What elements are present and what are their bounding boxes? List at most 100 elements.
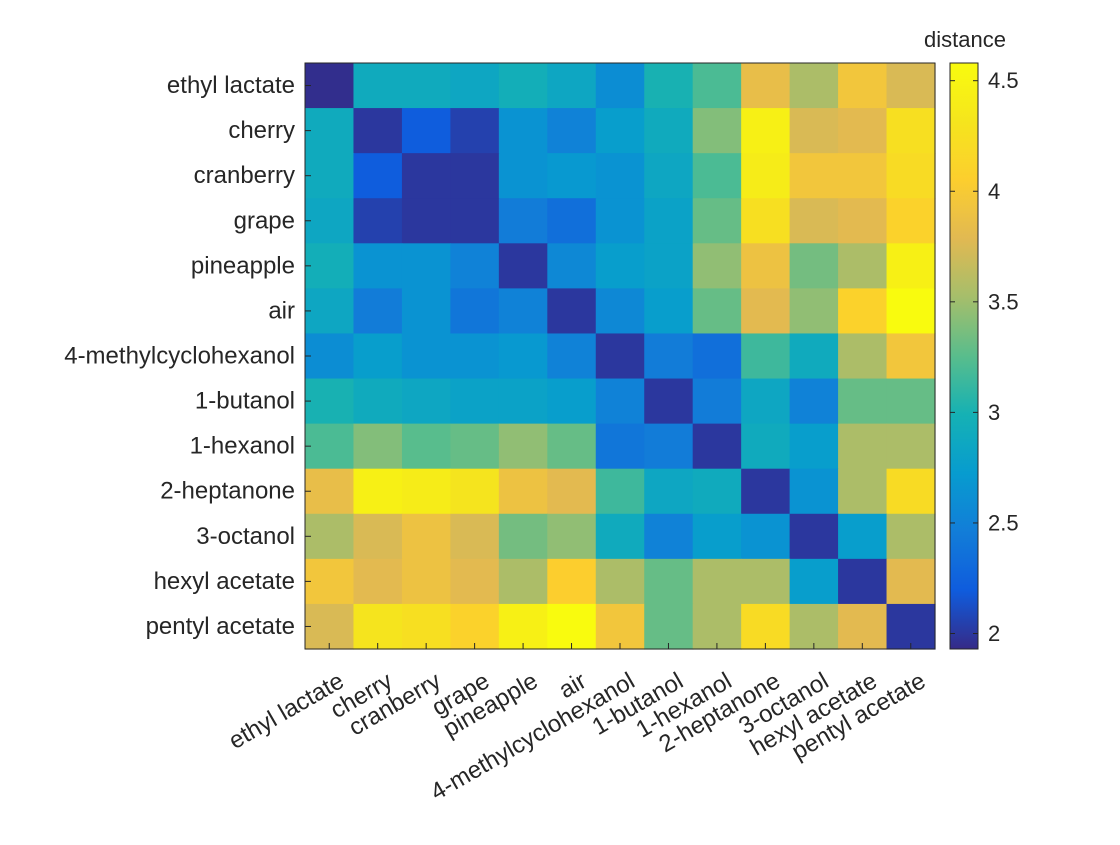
heatmap-cell <box>789 63 839 109</box>
heatmap-cell <box>886 378 936 425</box>
heatmap-cell <box>547 333 597 380</box>
heatmap-cell <box>692 558 742 605</box>
heatmap-cell <box>305 333 355 380</box>
heatmap-cell <box>741 333 791 380</box>
heatmap-cell <box>692 108 742 154</box>
heatmap-cell <box>498 333 548 380</box>
colorbar <box>949 62 979 650</box>
heatmap-cell <box>644 63 694 109</box>
heatmap-cell <box>547 288 597 335</box>
heatmap-cell <box>886 333 936 380</box>
heatmap-cell <box>886 288 936 335</box>
heatmap-cell <box>838 108 888 154</box>
row-labels: ethyl lactate cherry cranberry grape pineapp… <box>64 72 311 640</box>
row-label: 2-heptanone <box>160 478 295 505</box>
row-label: 3-octanol <box>196 523 295 550</box>
heatmap-cell <box>644 423 694 470</box>
column-labels: ethyl lactatecherrycranberrygrapepineapp… <box>224 643 930 806</box>
heatmap-cell <box>498 603 548 650</box>
heatmap-cell <box>595 288 645 335</box>
heatmap-cell <box>547 243 597 289</box>
heatmap-cell <box>741 198 791 244</box>
heatmap-cell <box>692 333 742 380</box>
heatmap-cell <box>498 108 548 154</box>
heatmap-cell <box>838 288 888 335</box>
heatmap-cell <box>886 153 936 199</box>
heatmap-cell <box>741 243 791 289</box>
heatmap-cell <box>401 108 451 154</box>
heatmap-cell <box>450 423 500 470</box>
row-label: air <box>268 297 295 324</box>
heatmap-cell <box>644 108 694 154</box>
heatmap-cell <box>595 108 645 154</box>
heatmap-cell <box>595 63 645 109</box>
heatmap-cell <box>692 423 742 470</box>
heatmap-cell <box>401 378 451 425</box>
heatmap-cell <box>595 468 645 515</box>
heatmap-cell <box>498 63 548 109</box>
heatmap-cell <box>886 603 936 650</box>
heatmap-cell <box>498 558 548 605</box>
heatmap-cell <box>450 63 500 109</box>
colorbar-tick-label: 3 <box>988 400 1000 425</box>
heatmap-cell <box>741 378 791 425</box>
heatmap-cell <box>401 558 451 605</box>
heatmap-cell <box>353 63 403 109</box>
heatmap-cell <box>450 243 500 289</box>
heatmap-cell <box>741 468 791 515</box>
heatmap-cell <box>595 243 645 289</box>
heatmap-cell <box>305 468 355 515</box>
heatmap-cell <box>838 558 888 605</box>
heatmap-cell <box>886 468 936 515</box>
heatmap-cell <box>692 513 742 560</box>
heatmap-cell <box>401 603 451 650</box>
heatmap-cell <box>886 63 936 109</box>
heatmap-cell <box>450 603 500 650</box>
heatmap-cell <box>886 198 936 244</box>
heatmap-cell <box>741 108 791 154</box>
heatmap-cell <box>741 603 791 650</box>
heatmap-cell <box>353 243 403 289</box>
heatmap-cell <box>498 153 548 199</box>
heatmap-cell <box>644 513 694 560</box>
heatmap-cell <box>838 333 888 380</box>
heatmap-cell <box>353 513 403 560</box>
heatmap-cell <box>692 288 742 335</box>
heatmap-cell <box>305 153 355 199</box>
heatmap-cell <box>886 108 936 154</box>
heatmap-cell <box>838 378 888 425</box>
heatmap-cell <box>547 108 597 154</box>
colorbar-title: distance <box>924 27 1006 52</box>
colorbar-ticks: 2 2.5 3 3.5 4 4.5 <box>950 68 1019 646</box>
row-label: hexyl acetate <box>154 568 295 595</box>
heatmap-cell <box>789 468 839 515</box>
heatmap-cell <box>305 558 355 605</box>
row-label: pineapple <box>191 252 295 279</box>
heatmap-cell <box>401 288 451 335</box>
heatmap-cell <box>644 288 694 335</box>
heatmap-cell <box>450 378 500 425</box>
heatmap-cell <box>789 513 839 560</box>
heatmap-cell <box>595 333 645 380</box>
heatmap-cell <box>741 423 791 470</box>
row-label: 1-butanol <box>195 388 295 415</box>
heatmap-cell <box>838 513 888 560</box>
heatmap-cell <box>498 198 548 244</box>
heatmap-cell <box>547 153 597 199</box>
heatmap-cell <box>305 603 355 650</box>
heatmap-cell <box>401 63 451 109</box>
heatmap-cell <box>450 108 500 154</box>
heatmap-cell <box>353 288 403 335</box>
heatmap-cell <box>886 558 936 605</box>
heatmap-cell <box>353 108 403 154</box>
heatmap-cell <box>595 153 645 199</box>
heatmap-cell <box>450 468 500 515</box>
heatmap-cell <box>498 423 548 470</box>
heatmap-cell <box>789 423 839 470</box>
heatmap-cell <box>644 378 694 425</box>
heatmap-cell <box>498 513 548 560</box>
heatmap-cell <box>741 558 791 605</box>
heatmap-cell <box>838 468 888 515</box>
heatmap-cell <box>547 468 597 515</box>
heatmap-cell <box>789 378 839 425</box>
